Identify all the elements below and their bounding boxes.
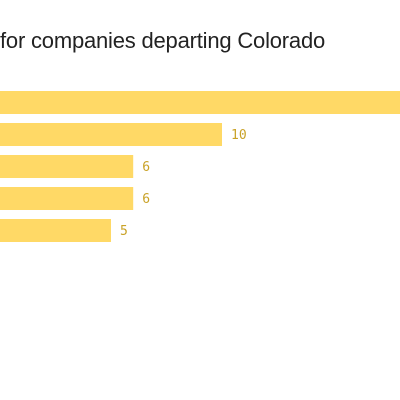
bar-value-label-2: 10 (231, 128, 247, 143)
chart-title: for companies departing Colorado (0, 28, 326, 53)
bar-2 (0, 123, 222, 146)
bar-4 (0, 187, 134, 210)
bar-1 (0, 91, 400, 114)
bar-5 (0, 219, 111, 242)
bar-value-label-3: 6 (142, 160, 150, 175)
bar-value-label-5: 5 (120, 224, 128, 239)
bar-3 (0, 155, 134, 178)
bar-value-label-4: 6 (142, 192, 150, 207)
